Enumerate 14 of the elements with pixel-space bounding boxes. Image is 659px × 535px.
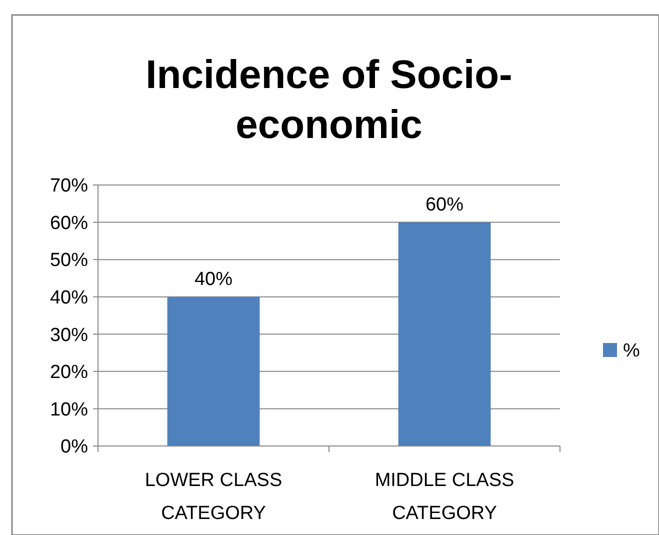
y-tick-label: 20% bbox=[50, 362, 88, 384]
y-tick-label: 50% bbox=[50, 250, 88, 272]
chart-title: Incidence of Socio-economic bbox=[146, 53, 512, 147]
legend-label: % bbox=[623, 340, 640, 362]
data-label: 40% bbox=[194, 268, 233, 290]
x-tick-label: LOWER CLASS CATEGORY bbox=[144, 470, 282, 524]
y-tick-label: 10% bbox=[50, 399, 88, 420]
y-tick-label: 70% bbox=[50, 176, 88, 197]
data-label: 60% bbox=[425, 194, 464, 216]
y-tick-label: 0% bbox=[60, 436, 88, 458]
x-tick-label: MIDDLE CLASS CATEGORY bbox=[374, 470, 514, 524]
y-tick-label: 40% bbox=[50, 288, 88, 309]
y-tick-label: 30% bbox=[50, 324, 88, 346]
y-tick-label: 60% bbox=[50, 212, 88, 234]
